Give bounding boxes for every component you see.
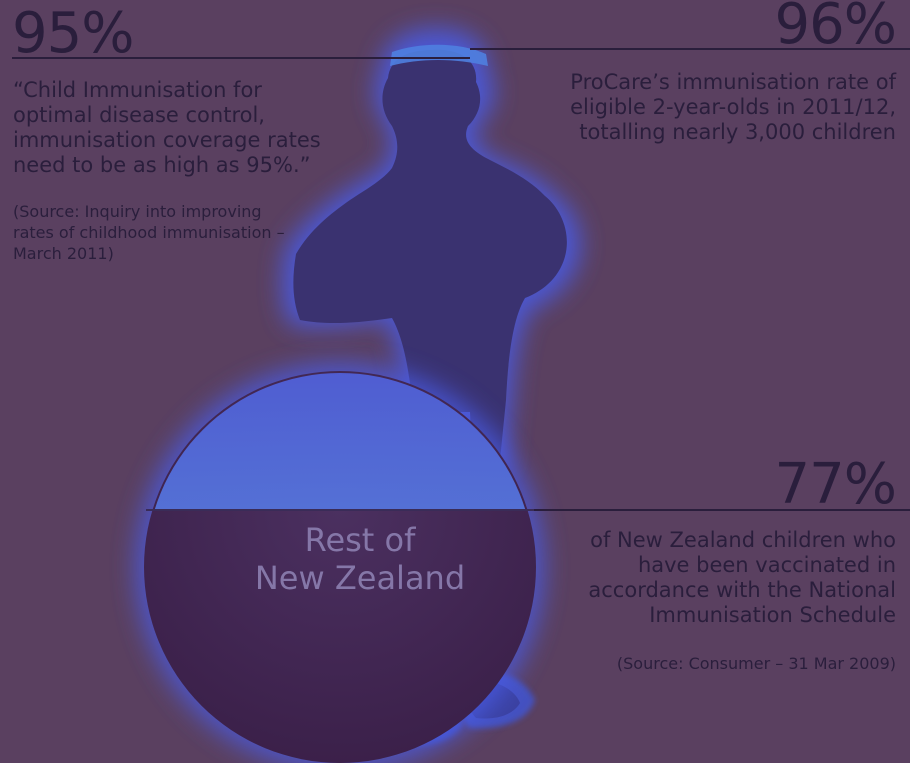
right-description: ProCare’s immunisation rate of eligible … bbox=[570, 70, 896, 145]
right-description-line: ProCare’s immunisation rate of bbox=[570, 70, 896, 94]
bottom-description-line: Immunisation Schedule bbox=[649, 603, 896, 627]
ball-label-line: New Zealand bbox=[254, 559, 466, 597]
left-source-line: rates of childhood immunisation – bbox=[13, 223, 285, 242]
left-source-line: March 2011) bbox=[13, 244, 114, 263]
ball-label-line: Rest of bbox=[304, 521, 416, 559]
right-description-line: totalling nearly 3,000 children bbox=[579, 120, 896, 144]
bottom-description: of New Zealand children who have been va… bbox=[588, 528, 896, 628]
left-stat-value: 95% bbox=[12, 1, 134, 66]
left-quote: “Child Immunisation for optimal disease … bbox=[13, 78, 321, 178]
bottom-source: (Source: Consumer – 31 Mar 2009) bbox=[616, 654, 896, 673]
bottom-description-line: of New Zealand children who bbox=[590, 528, 896, 552]
right-stat-value: 96% bbox=[774, 0, 897, 57]
left-source: (Source: Inquiry into improving rates of… bbox=[13, 201, 285, 264]
bottom-description-line: accordance with the National bbox=[588, 578, 896, 602]
left-source-line: (Source: Inquiry into improving bbox=[13, 202, 262, 221]
right-description-line: eligible 2-year-olds in 2011/12, bbox=[570, 95, 896, 119]
left-quote-line: immunisation coverage rates bbox=[13, 128, 321, 152]
left-quote-line: need to be as high as 95%.” bbox=[13, 153, 311, 177]
ball-graphic bbox=[135, 362, 545, 763]
bottom-stat-value: 77% bbox=[774, 452, 897, 517]
left-quote-line: optimal disease control, bbox=[13, 103, 265, 127]
left-quote-line: “Child Immunisation for bbox=[13, 78, 262, 102]
ball-label: Rest of New Zealand bbox=[180, 521, 540, 597]
bottom-description-line: have been vaccinated in bbox=[637, 553, 896, 577]
